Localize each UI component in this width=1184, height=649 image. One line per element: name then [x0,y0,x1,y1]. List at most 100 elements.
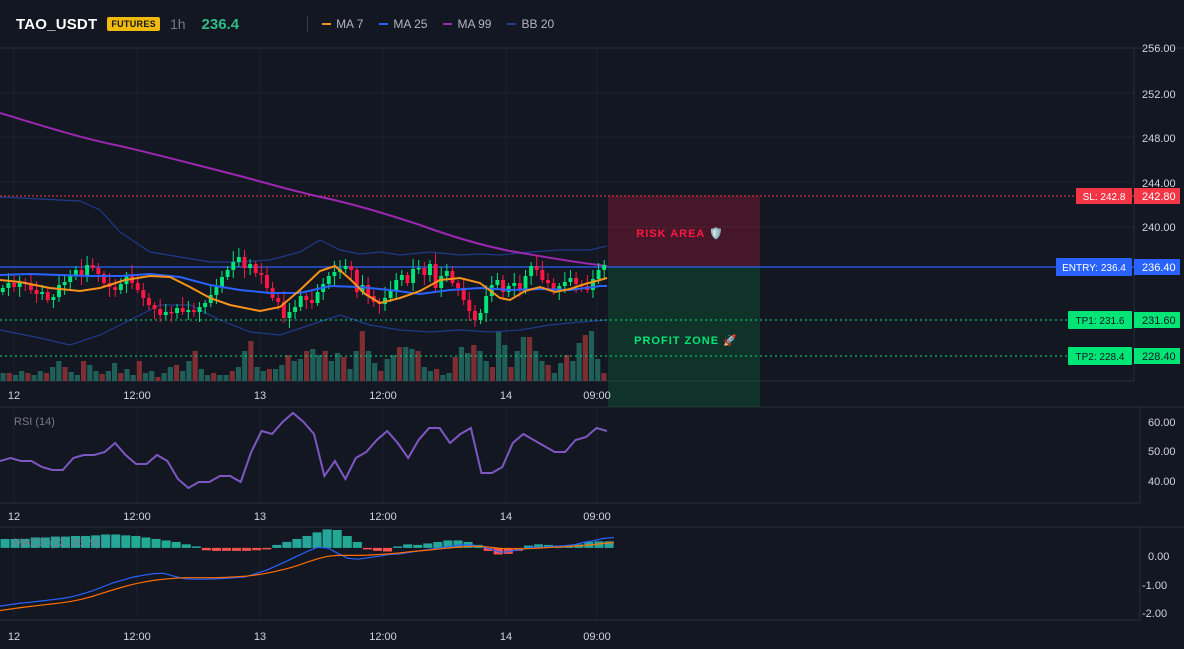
candle-body [360,285,365,292]
macd-hist-bar [60,536,70,548]
candle-body [343,266,348,269]
candle-body [6,283,11,288]
indicator-legend: MA 7 MA 25 MA 99 BB 20 [322,17,554,31]
macd-tick: -2.00 [1142,608,1167,620]
candle-body [332,272,337,276]
macd-hist-bar [352,541,362,548]
candle-body [461,288,466,300]
candle-body [512,283,517,286]
macd-hist-bar [523,545,533,548]
legend-ma99[interactable]: MA 99 [443,17,491,31]
candle-body [411,269,416,283]
candle-body [517,283,522,290]
volume-bar [403,347,409,381]
time-axis-main[interactable]: 12 12:00 13 12:00 14 09:00 [8,390,611,402]
macd-hist-bar [181,544,191,548]
chart-grid [0,47,1134,620]
entry-label-box[interactable] [1056,258,1132,276]
candle-body [354,270,359,292]
volume-bar [477,351,483,381]
macd-hist-bar [564,546,574,548]
candle-body [96,268,101,274]
volume-bar [427,371,434,381]
macd-hist-bar [0,538,10,548]
interval-selector[interactable]: 1h [169,16,186,32]
candle-body [366,285,371,296]
volume-bar [446,373,452,381]
time-label: 12:00 [369,511,397,523]
time-label: 09:00 [583,390,611,402]
macd-hist-bar [101,534,111,548]
legend-ma7[interactable]: MA 7 [322,17,363,31]
volume-bar [322,351,328,381]
volume-bar [291,361,297,381]
candle-body [17,282,22,287]
macd-hist-bar [292,538,302,548]
volume-bar [601,373,607,381]
rsi-tick: 60.00 [1148,417,1176,429]
candle-body [186,310,191,312]
candle-body [68,276,73,282]
trade-zones: RISK AREA 🛡️ PROFIT ZONE 🚀 [608,196,760,407]
legend-bb20-label: BB 20 [521,17,555,31]
volume-bar [434,369,440,381]
candle-body [163,312,168,315]
tp2-label-box[interactable] [1068,347,1132,365]
price-tick: 240.00 [1142,222,1176,234]
candle-body [495,280,500,285]
candle-body [253,264,258,273]
volume-bar [465,353,471,381]
candle-body [79,270,84,276]
volume-bar [421,367,427,381]
volume-bar [87,365,93,381]
volume-bar [576,343,582,381]
sl-label: SL: 242.8 [1083,192,1126,203]
tp1-price-value: 231.60 [1142,315,1176,327]
candle-body [158,309,163,315]
legend-bb20[interactable]: BB 20 [507,17,554,31]
volume-bar [372,363,378,381]
macd-hist-bar [141,537,151,548]
symbol-name[interactable]: TAO_USDT [16,15,98,33]
bollinger-bands [0,196,608,346]
profit-zone[interactable] [608,267,760,407]
tp2-price-value: 228.40 [1142,351,1176,363]
chart-header: TAO_USDT FUTURES 1h 236.4 MA 7 MA 25 MA … [0,0,1184,48]
macd-tick: -1.00 [1142,580,1167,592]
candle-body [602,265,607,270]
volume-bar [273,369,279,381]
macd-hist-bar [221,547,232,551]
candle-body [422,268,427,275]
tp1-label-box[interactable] [1068,311,1132,329]
price-axis[interactable]: 256.00 252.00 248.00 244.00 240.00 242.8… [1134,43,1180,364]
risk-area-zone[interactable] [608,196,760,267]
volume-bar [149,371,155,381]
candle-body [191,310,196,312]
volume-bar [384,359,390,381]
sl-label-box[interactable] [1076,188,1132,204]
ma7-line [0,264,608,313]
price-tick: 248.00 [1142,133,1176,145]
candle-body [242,257,247,268]
volume-bar [514,351,520,381]
macd-hist-bar [191,546,201,548]
volume-bar [458,347,465,381]
volume-bar [25,373,31,381]
candle-body [62,282,67,285]
rsi-panel[interactable]: RSI (14) 60.00 50.00 40.00 12 12:00 13 1… [0,411,1176,523]
volume-bar [489,367,496,381]
candle-body [315,292,320,303]
volume-bar [266,369,273,381]
volume-bar [93,371,99,381]
legend-ma25[interactable]: MA 25 [379,17,427,31]
volume-bar [304,351,310,381]
volume-bar [539,361,545,381]
candle-body [135,283,140,290]
time-label: 13 [254,511,266,523]
macd-panel[interactable]: MACD (12, 26, 9) 0.00 -1.00 -2.00 12 12:… [0,529,1169,643]
candle-body [276,298,281,302]
macd-hist-bar [81,535,91,548]
macd-hist-bar [262,547,272,550]
macd-hist-bar [211,547,221,551]
